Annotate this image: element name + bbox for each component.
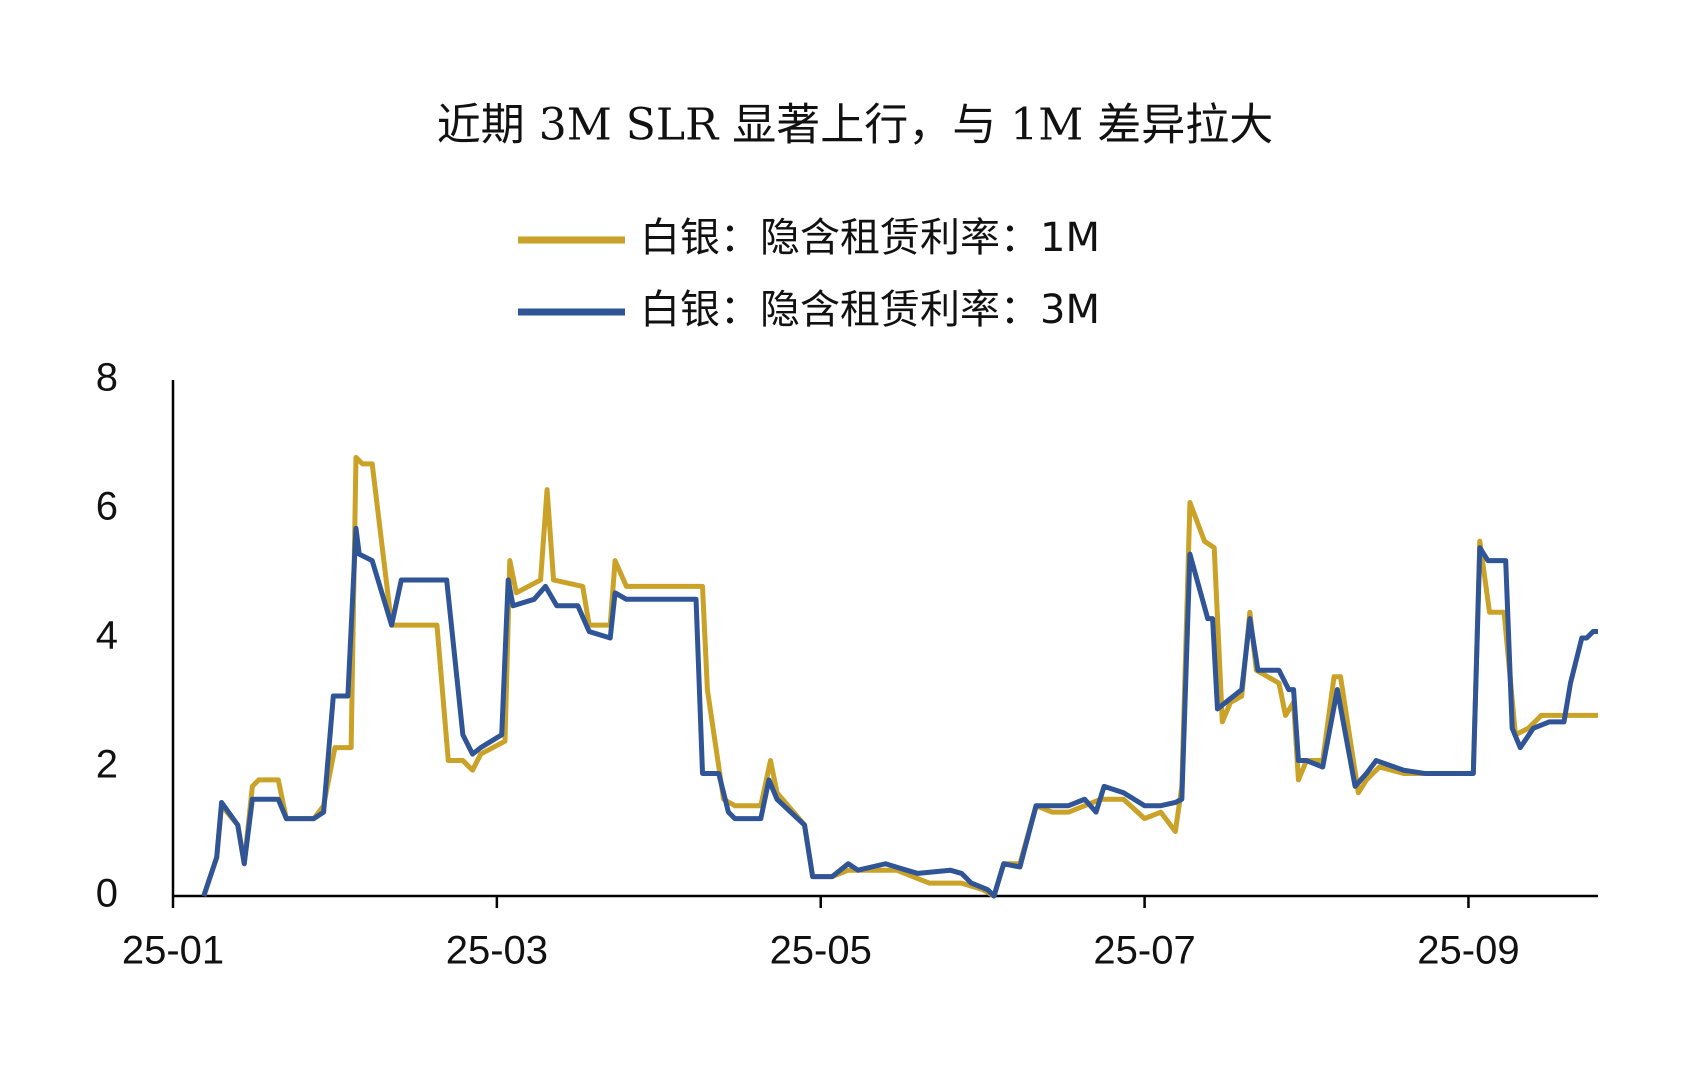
x-tick-label: 25-03 [446, 929, 548, 973]
x-tick-label: 25-01 [122, 929, 224, 973]
series-line [201, 525, 1598, 899]
y-tick-label: 0 [96, 872, 118, 916]
y-tick-label: 8 [96, 356, 118, 400]
legend-label: 白银：隐含租赁利率：3M [640, 287, 1100, 333]
y-tick-label: 6 [96, 485, 118, 529]
y-tick-label: 4 [96, 614, 118, 658]
x-tick-label: 25-07 [1093, 929, 1195, 973]
chart-title: 近期 3M SLR 显著上行，与 1M 差异拉大 [437, 100, 1274, 151]
legend-label: 白银：隐含租赁利率：1M [640, 215, 1100, 261]
x-tick-label: 25-05 [770, 929, 872, 973]
series-line [201, 454, 1598, 899]
y-tick-label: 2 [96, 743, 118, 787]
x-tick-label: 25-09 [1417, 929, 1519, 973]
